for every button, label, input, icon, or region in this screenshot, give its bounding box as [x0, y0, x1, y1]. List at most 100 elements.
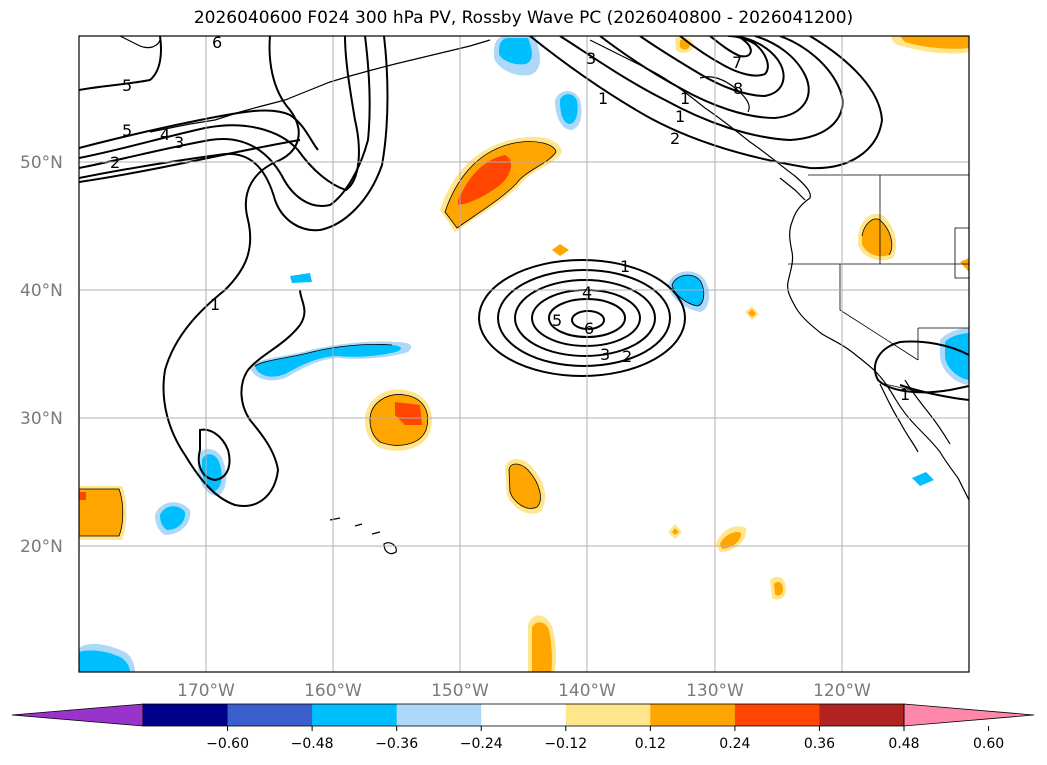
contour-label: 6: [584, 319, 594, 338]
pv-contour: [599, 36, 810, 120]
longitude-label: 130°W: [686, 681, 744, 701]
positive-anomaly-patch: [900, 36, 969, 49]
positive-anomaly-patch: [748, 309, 756, 317]
pv-contour: [162, 36, 306, 507]
aleutian-islands: [149, 39, 491, 133]
positive-anomaly-patch: [552, 244, 569, 256]
baja-peninsula: [879, 383, 919, 453]
state-border: [954, 227, 969, 279]
positive-anomaly-patch: [862, 218, 892, 257]
pv-contour: [639, 36, 785, 98]
pv-contour: [79, 36, 162, 91]
contour-labels: 5 5 4 3 2 1 6 3 1 2 7 8 1 4 5 6 3 2 1 1 …: [110, 33, 910, 404]
positive-anomaly-patch: [532, 622, 552, 672]
contour-label: 3: [600, 345, 610, 364]
anomaly-outline: [508, 463, 541, 509]
map-title: 2026040600 F024 300 hPa PV, Rossby Wave …: [193, 8, 854, 28]
latitude-label: 40°N: [20, 281, 63, 301]
colorbar-cell: [143, 704, 229, 726]
contour-label: 8: [733, 79, 743, 98]
negative-anomaly-patch: [255, 344, 401, 377]
pv-contour: [79, 139, 301, 183]
contour-label: 7: [732, 53, 742, 72]
contour-label: 3: [586, 49, 596, 68]
positive-anomaly-patch: [79, 489, 123, 536]
contour-label: 4: [582, 283, 592, 302]
negative-anomaly-patch: [160, 506, 186, 530]
colorbar-cell: [734, 704, 820, 726]
latitude-labels: 50°N 40°N 30°N 20°N: [20, 153, 63, 557]
longitude-label: 120°W: [813, 681, 871, 701]
colorbar-cell: [227, 704, 313, 726]
negative-anomaly-patch: [79, 650, 130, 672]
colorbar-cell: [312, 704, 398, 726]
latitude-label: 50°N: [20, 153, 63, 173]
pv-contour: [79, 36, 360, 192]
anomaly-outline: [444, 141, 557, 229]
pv-contours: [79, 36, 969, 507]
colorbar-tick-label: 0.36: [804, 736, 835, 752]
anomaly-outline: [671, 274, 705, 307]
colorbar-cell: [481, 704, 567, 726]
colorbar-tick-label: 0.60: [973, 736, 1004, 752]
contour-label: 1: [620, 257, 630, 276]
contour-label: 1: [900, 385, 910, 404]
negative-anomaly-patch: [672, 275, 704, 306]
colorbar-tick-label: −0.24: [460, 736, 503, 752]
contour-label: 2: [110, 153, 120, 172]
pv-contour: [529, 36, 884, 170]
anomaly-outline: [369, 394, 429, 446]
contour-label: 1: [680, 89, 690, 108]
colorbar-tick-label: −0.36: [375, 736, 418, 752]
contour-label: 4: [160, 125, 170, 144]
graticule: [79, 36, 969, 672]
pv-contour: [79, 36, 389, 232]
positive-anomaly-patch: [774, 582, 783, 596]
positive-anomaly-patch: [395, 402, 422, 425]
longitude-label: 140°W: [558, 681, 616, 701]
colorbar-cell: [650, 704, 736, 726]
longitude-label: 170°W: [177, 681, 235, 701]
colorbar-outline: [142, 703, 905, 727]
contour-label: 1: [210, 295, 220, 314]
positive-anomaly-patch: [458, 155, 512, 205]
contour-label: 3: [174, 133, 184, 152]
colorbar-tick-label: 0.48: [888, 736, 919, 752]
pv-contour: [899, 384, 969, 401]
negative-anomaly-patch: [499, 38, 532, 65]
pv-contour: [514, 279, 656, 357]
positive-anomaly-patch: [79, 492, 86, 500]
positive-anomaly-patch: [960, 258, 969, 272]
colorbar-tick-label: −0.60: [206, 736, 249, 752]
negative-anomaly-patch: [290, 273, 312, 283]
pv-contour: [497, 269, 671, 367]
contour-label: 5: [122, 121, 132, 140]
pv-contour: [679, 36, 769, 77]
positive-anomaly-patch: [445, 141, 556, 228]
contour-label: 6: [212, 33, 222, 52]
north-america-west-coast: [787, 197, 969, 501]
pv-contour: [79, 36, 371, 207]
pv-contour: [559, 36, 844, 142]
colorbar-tick-label: −0.12: [544, 736, 587, 752]
pv-contour: [197, 428, 231, 482]
longitude-label: 150°W: [431, 681, 489, 701]
alaska-coast: [699, 76, 750, 113]
colorbar-tick-label: −0.48: [291, 736, 334, 752]
pv-contour: [709, 36, 752, 58]
pv-contour: [571, 310, 605, 330]
latitude-label: 30°N: [20, 409, 63, 429]
colorbar-tick-label: 0.24: [719, 736, 750, 752]
pv-contour: [478, 259, 686, 377]
negative-anomaly-patch: [945, 333, 969, 380]
negative-anomaly-patch: [912, 472, 934, 486]
positive-anomaly-patch: [720, 532, 742, 549]
latitude-label: 20°N: [20, 537, 63, 557]
contour-label: 1: [675, 107, 685, 126]
map-plot-area: [79, 36, 969, 672]
positive-anomaly-patch: [509, 464, 541, 509]
anomaly-outline-lines: [79, 141, 893, 537]
pv-anomaly-shading: [79, 36, 969, 672]
longitude-labels: 170°W 160°W 150°W 140°W 130°W 120°W: [177, 681, 871, 701]
